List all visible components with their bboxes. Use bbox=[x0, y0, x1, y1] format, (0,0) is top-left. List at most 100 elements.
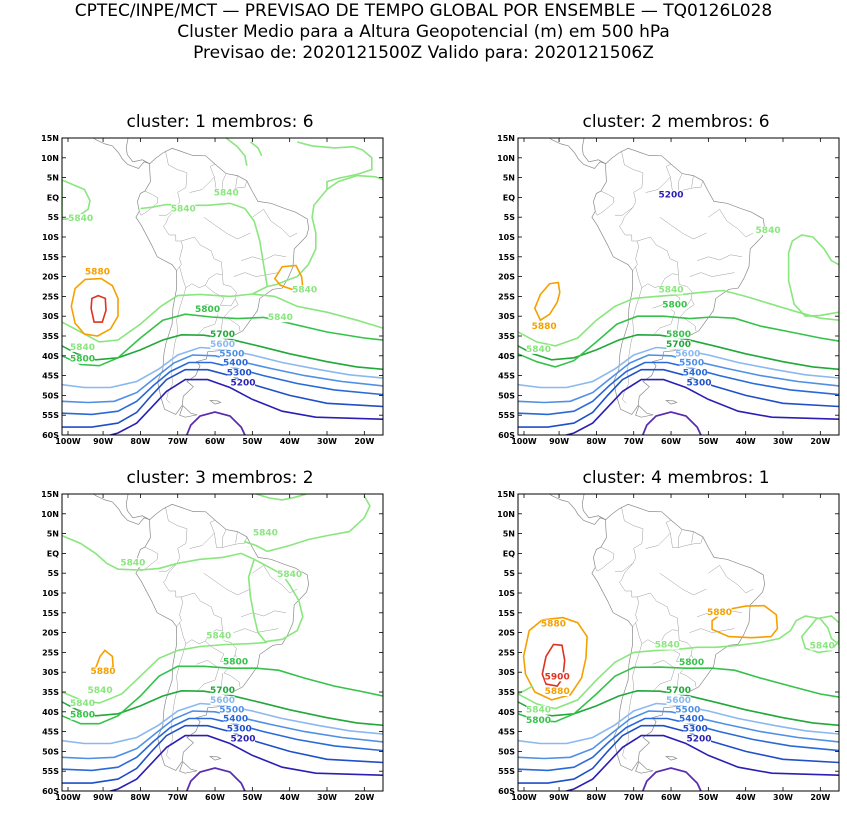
contour-label: 5500 bbox=[219, 706, 244, 716]
map-canvas: 5840 5840 5840 5840 5840 5880 5840 5800 5800 5700… bbox=[41, 134, 384, 446]
contour-label: 5600 bbox=[666, 696, 691, 706]
lon-tick-label: 80W bbox=[130, 437, 150, 446]
lat-tick-label: EQ bbox=[503, 549, 515, 558]
contour-label: 5880 bbox=[85, 268, 110, 278]
contour-label: 5800 bbox=[526, 716, 551, 726]
contour-label-bg bbox=[210, 329, 235, 339]
contour-label: 5840 bbox=[120, 558, 145, 568]
lat-tick-label: 5S bbox=[48, 569, 60, 578]
contour-line bbox=[70, 277, 119, 337]
lat-tick-label: 25S bbox=[42, 648, 59, 657]
lat-tick-label: EQ bbox=[47, 549, 59, 558]
contour-label-bg bbox=[666, 329, 691, 339]
contour-label-bg bbox=[253, 528, 278, 538]
contour-label-bg bbox=[120, 558, 145, 568]
lat-tick-label: 60S bbox=[498, 431, 515, 440]
contour-labels: 5840584058805800584058005700560055005400… bbox=[526, 190, 781, 389]
coastlines bbox=[93, 138, 310, 418]
map-panel-cluster-1: cluster: 1 membros: 6 5840 5840 5840 5840 58… bbox=[30, 112, 384, 457]
lat-tick-label: 15N bbox=[497, 490, 515, 499]
lat-tick-label: 5S bbox=[504, 213, 516, 222]
contour-5500 bbox=[518, 710, 839, 760]
contour-5600 bbox=[518, 702, 839, 745]
lat-tick-label: 15N bbox=[41, 490, 59, 499]
contour-label-bg bbox=[210, 685, 235, 695]
contour-label-bg bbox=[70, 342, 95, 352]
coastlines bbox=[93, 494, 310, 774]
contour-label-bg bbox=[210, 340, 235, 350]
lat-tick-label: 30S bbox=[42, 312, 59, 321]
axis-labels: 15N 10N 5N EQ 5S 10S 15S 20S 25S 30S 35S 40S 45S 50S 5… bbox=[41, 134, 383, 446]
contour-label: 5200 bbox=[230, 379, 255, 389]
contour-label: 5800 bbox=[223, 657, 248, 667]
lat-tick-label: 10N bbox=[41, 154, 59, 163]
contour-label-bg bbox=[210, 696, 235, 706]
lon-tick-label: 70W bbox=[624, 437, 644, 446]
lat-tick-label: 50S bbox=[498, 747, 515, 756]
contour-label: 5800 bbox=[195, 305, 220, 315]
contour-label-bg bbox=[70, 710, 95, 720]
contour-label: 5840 bbox=[526, 345, 551, 355]
lon-tick-label: 20W bbox=[810, 437, 830, 446]
lat-tick-label: 30S bbox=[498, 312, 515, 321]
lat-tick-label: 10S bbox=[498, 233, 515, 242]
contour-lines bbox=[62, 494, 383, 791]
contour-line bbox=[62, 313, 383, 367]
lat-tick-label: 5N bbox=[47, 530, 59, 539]
lat-tick-label: 55S bbox=[42, 411, 59, 420]
lat-tick-label: 10S bbox=[498, 589, 515, 598]
contour-line bbox=[225, 138, 248, 166]
contour-5100 bbox=[185, 411, 246, 435]
contour-5300 bbox=[62, 368, 383, 428]
lat-tick-label: 25S bbox=[42, 292, 59, 301]
contour-5300 bbox=[62, 724, 383, 784]
country-borders bbox=[595, 150, 754, 404]
contour-label-bg bbox=[526, 705, 551, 715]
contour-5100 bbox=[641, 411, 702, 435]
lon-tick-label: 60W bbox=[661, 793, 681, 802]
contour-label: 5880 bbox=[545, 687, 570, 697]
figure-header: CPTEC/INPE/MCT — PREVISAO DE TEMPO GLOBA… bbox=[0, 0, 847, 64]
contour-line bbox=[243, 495, 371, 553]
contour-label: 5900 bbox=[545, 672, 570, 682]
lon-tick-label: 100W bbox=[511, 793, 537, 802]
contour-label-bg bbox=[666, 696, 691, 706]
contour-label: 5840 bbox=[268, 313, 293, 323]
lat-tick-label: 5N bbox=[47, 174, 59, 183]
contour-label-bg bbox=[195, 305, 220, 315]
lon-tick-label: 100W bbox=[55, 793, 81, 802]
contour-label: 5700 bbox=[210, 330, 235, 340]
contour-label-bg bbox=[223, 657, 248, 667]
lat-tick-label: 45S bbox=[498, 728, 515, 737]
contour-label: 5300 bbox=[686, 379, 711, 389]
contour-label: 5840 bbox=[88, 686, 113, 696]
contour-label-bg bbox=[70, 698, 95, 708]
lat-tick-label: 50S bbox=[498, 391, 515, 400]
contour-label: 5840 bbox=[655, 641, 680, 651]
lon-tick-label: 20W bbox=[810, 793, 830, 802]
lat-tick-label: 10S bbox=[42, 589, 59, 598]
contour-label-bg bbox=[683, 724, 708, 734]
lat-tick-label: 10S bbox=[42, 233, 59, 242]
lat-tick-label: 45S bbox=[498, 372, 515, 381]
contour-5400 bbox=[518, 361, 839, 416]
contour-labels: 5840 5840 5840 5840 5840 5800 5880 5840 5800 5700… bbox=[70, 528, 302, 745]
map-frame bbox=[517, 493, 840, 792]
lon-tick-label: 50W bbox=[698, 437, 718, 446]
lat-tick-label: 20S bbox=[498, 273, 515, 282]
contour-label: 5200 bbox=[686, 735, 711, 745]
contour-label-bg bbox=[219, 349, 244, 359]
contour-5200 bbox=[107, 734, 383, 791]
lat-tick-label: 50S bbox=[42, 391, 59, 400]
contour-label: 5200 bbox=[659, 190, 684, 200]
lon-tick-label: 70W bbox=[168, 793, 188, 802]
contour-line bbox=[140, 202, 269, 287]
lon-tick-label: 80W bbox=[586, 437, 606, 446]
contour-line bbox=[253, 558, 304, 643]
lon-tick-label: 80W bbox=[586, 793, 606, 802]
contour-label: 5600 bbox=[210, 340, 235, 350]
contour-label: 5840 bbox=[756, 226, 781, 236]
contour-line bbox=[296, 141, 373, 190]
contour-label: 5840 bbox=[526, 706, 551, 716]
map-frame bbox=[61, 137, 384, 436]
